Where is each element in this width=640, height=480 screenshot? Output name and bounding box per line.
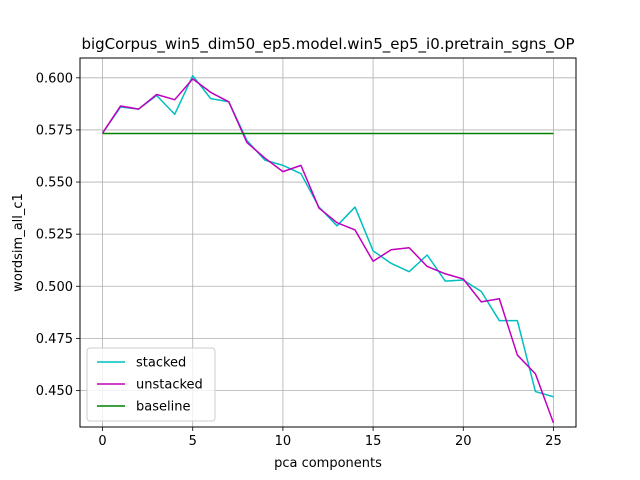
x-tick-label: 5	[189, 434, 197, 449]
grid	[80, 58, 576, 427]
axis-ticks: 0 5 10 15 20 25 0.450 0.475 0.500 0.525 0.550 0.575…	[36, 71, 562, 449]
y-tick-label: 0.550	[36, 176, 73, 191]
y-tick-label: 0.475	[36, 332, 73, 347]
legend-label-stacked: stacked	[136, 356, 186, 371]
chart-title: bigCorpus_win5_dim50_ep5.model.win5_ep5_…	[81, 35, 574, 54]
legend-box	[86, 347, 216, 422]
y-tick-label: 0.450	[36, 384, 73, 399]
legend-label-baseline: baseline	[136, 400, 190, 415]
x-tick-label: 25	[545, 434, 562, 449]
x-tick-label: 0	[98, 434, 106, 449]
x-tick-label: 20	[455, 434, 472, 449]
x-tick-label: 10	[275, 434, 292, 449]
x-tick-label: 15	[365, 434, 382, 449]
plot-frame	[79, 57, 577, 428]
y-tick-label: 0.525	[36, 228, 73, 243]
y-tick-label: 0.575	[36, 123, 73, 138]
x-axis-label: pca components	[274, 456, 382, 471]
legend-label-unstacked: unstacked	[136, 378, 203, 393]
y-tick-label: 0.500	[36, 280, 73, 295]
series-lines	[101, 74, 555, 424]
y-tick-label: 0.600	[36, 71, 73, 86]
series-line-unstacked	[101, 78, 555, 424]
series-line-stacked	[101, 74, 554, 398]
legend: stacked unstacked baseline	[86, 347, 216, 422]
y-axis-label: wordsim_all_c1	[11, 193, 26, 292]
